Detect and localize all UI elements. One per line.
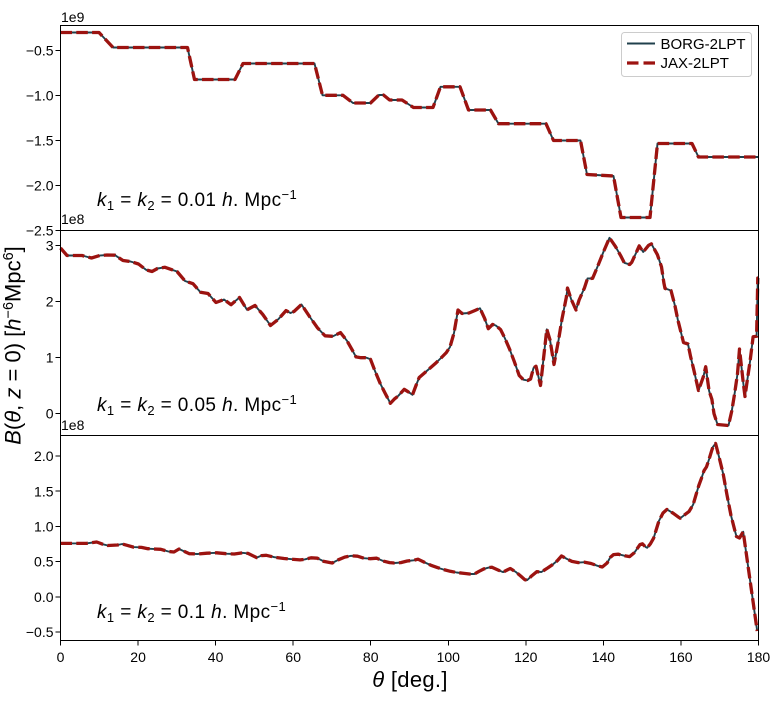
svg-text:−1.0: −1.0 <box>26 87 54 103</box>
svg-text:1e8: 1e8 <box>61 211 85 227</box>
svg-text:60: 60 <box>285 649 301 665</box>
svg-text:2.0: 2.0 <box>34 448 54 464</box>
svg-text:k1 = k2 = 0.01 h. Mpc−1: k1 = k2 = 0.01 h. Mpc−1 <box>97 187 297 213</box>
svg-text:40: 40 <box>208 649 224 665</box>
svg-text:−1.5: −1.5 <box>26 133 54 149</box>
svg-text:120: 120 <box>514 649 538 665</box>
svg-text:1e8: 1e8 <box>61 417 85 433</box>
svg-text:θ [deg.]: θ [deg.] <box>372 667 448 692</box>
svg-text:−0.5: −0.5 <box>26 624 54 640</box>
svg-text:1.0: 1.0 <box>34 519 54 535</box>
svg-text:20: 20 <box>130 649 146 665</box>
svg-text:0.5: 0.5 <box>34 554 54 570</box>
svg-text:0.0: 0.0 <box>34 589 54 605</box>
svg-text:140: 140 <box>592 649 616 665</box>
svg-text:2: 2 <box>46 294 54 310</box>
svg-text:−0.5: −0.5 <box>26 42 54 58</box>
svg-text:3: 3 <box>46 238 54 254</box>
svg-text:k1 = k2 = 0.05 h. Mpc−1: k1 = k2 = 0.05 h. Mpc−1 <box>97 392 297 418</box>
svg-text:−2.5: −2.5 <box>26 223 54 239</box>
svg-text:160: 160 <box>669 649 693 665</box>
svg-text:JAX-2LPT: JAX-2LPT <box>661 55 729 72</box>
svg-text:k1 = k2 = 0.1 h. Mpc−1: k1 = k2 = 0.1 h. Mpc−1 <box>97 599 286 625</box>
svg-text:1.5: 1.5 <box>34 483 54 499</box>
svg-text:180: 180 <box>747 649 771 665</box>
svg-text:100: 100 <box>437 649 461 665</box>
svg-text:0: 0 <box>46 406 54 422</box>
svg-text:0: 0 <box>57 649 65 665</box>
svg-text:1: 1 <box>46 350 54 366</box>
svg-text:80: 80 <box>363 649 379 665</box>
svg-text:B(θ, z = 0) [h−6Mpc6]: B(θ, z = 0) [h−6Mpc6] <box>1 246 26 445</box>
svg-text:1e9: 1e9 <box>61 9 85 25</box>
svg-text:BORG-2LPT: BORG-2LPT <box>661 36 746 53</box>
svg-text:−2.0: −2.0 <box>26 178 54 194</box>
